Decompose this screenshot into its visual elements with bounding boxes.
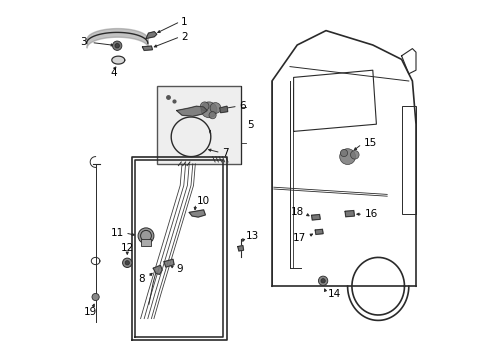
Text: 19: 19 [84, 307, 97, 317]
Circle shape [113, 41, 122, 50]
Text: 14: 14 [327, 289, 341, 300]
Text: 9: 9 [176, 264, 182, 274]
Polygon shape [176, 106, 207, 116]
Text: 16: 16 [365, 209, 378, 219]
Circle shape [122, 258, 132, 267]
Text: 7: 7 [221, 148, 228, 158]
Circle shape [209, 112, 216, 119]
Circle shape [141, 230, 151, 241]
Circle shape [200, 102, 209, 111]
Circle shape [318, 276, 328, 285]
Text: 13: 13 [245, 231, 259, 241]
Text: 5: 5 [247, 120, 254, 130]
Text: 3: 3 [80, 37, 87, 48]
Text: 15: 15 [364, 138, 377, 148]
Polygon shape [153, 265, 162, 274]
Text: 2: 2 [181, 32, 188, 42]
Bar [402, 106, 416, 214]
Polygon shape [312, 215, 320, 220]
Circle shape [115, 44, 120, 48]
Bar [141, 239, 151, 246]
Polygon shape [220, 106, 228, 113]
Circle shape [201, 102, 217, 118]
Polygon shape [143, 46, 152, 50]
Circle shape [340, 149, 356, 165]
Circle shape [321, 279, 325, 283]
Polygon shape [345, 211, 354, 217]
Circle shape [138, 228, 154, 244]
Polygon shape [146, 32, 157, 39]
Polygon shape [189, 210, 205, 217]
Circle shape [210, 103, 221, 113]
Circle shape [341, 149, 347, 157]
Text: 1: 1 [181, 17, 188, 27]
Polygon shape [164, 259, 174, 267]
Circle shape [125, 261, 129, 265]
Text: 12: 12 [121, 243, 134, 253]
Circle shape [350, 150, 359, 159]
Polygon shape [315, 229, 323, 234]
Text: 17: 17 [294, 233, 307, 243]
Polygon shape [238, 246, 244, 251]
Text: 6: 6 [239, 101, 245, 111]
Text: 18: 18 [291, 207, 304, 217]
Text: 11: 11 [110, 228, 123, 238]
Polygon shape [112, 56, 125, 64]
Bar [157, 86, 242, 164]
Text: 4: 4 [110, 68, 117, 78]
Text: 10: 10 [197, 195, 210, 206]
Text: 8: 8 [139, 274, 145, 284]
Circle shape [92, 293, 99, 301]
